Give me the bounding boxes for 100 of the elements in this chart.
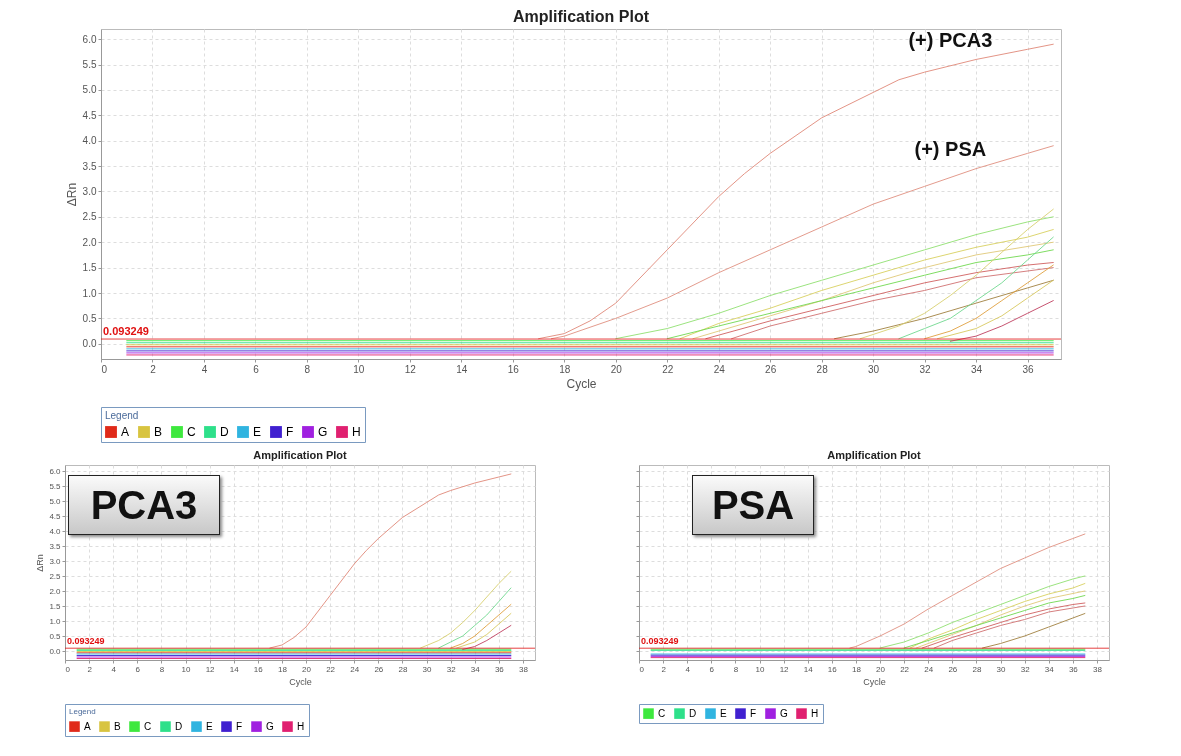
y-tick-label: 6.0 [82,33,97,45]
y-tick-label: 3.5 [49,541,62,551]
x-tick-label: 6 [709,664,715,674]
chart-title: Amplification Plot [253,449,348,461]
legend-label: A [84,720,91,732]
x-tick-label: 28 [972,664,982,674]
legend-title: Legend [69,707,96,716]
legend-label: F [750,707,757,719]
x-tick-label: 36 [494,664,505,674]
x-tick-label: 34 [470,664,481,674]
y-tick-label: 4.5 [82,109,97,121]
x-tick-label: 36 [1022,363,1035,375]
annotation: (+) PSA [914,138,987,161]
legend-label: E [253,425,262,439]
x-tick-label: 4 [111,664,117,674]
x-tick-label: 38 [519,664,529,674]
y-tick-label: 4.5 [49,511,62,521]
legend-label: E [206,720,213,732]
label-box: PSA [692,475,814,535]
chart-title: Amplification Plot [513,8,650,25]
legend-label: C [658,707,666,719]
x-tick-label: 22 [662,363,674,375]
legend-label: H [352,425,361,439]
legend-label: F [286,425,294,439]
x-tick-label: 22 [900,664,910,674]
x-tick-label: 6 [253,363,260,375]
x-axis-title: Cycle [289,676,312,687]
legend-title: Legend [105,410,139,421]
y-tick-label: 2.5 [49,571,62,581]
x-tick-label: 20 [876,664,886,674]
annotation: (+) PCA3 [908,29,993,52]
x-tick-label: 22 [326,664,336,674]
x-tick-label: 14 [456,363,468,375]
y-tick-label: 0.5 [82,312,97,324]
x-tick-label: 8 [304,363,311,375]
y-tick-label: 1.0 [82,287,97,299]
y-tick-label: 3.0 [49,556,62,566]
legend-label: D [175,720,183,732]
label-box: PCA3 [68,475,220,535]
legend-label: C [144,720,152,732]
ref-line-label: 0.093249 [67,636,105,647]
x-tick-label: 0 [101,363,108,375]
x-axis-title: Cycle [566,376,597,391]
y-tick-label: 1.5 [49,601,62,611]
legend-label: H [297,720,305,732]
y-tick-label: 0.5 [49,631,62,641]
y-tick-label: 5.0 [82,84,97,96]
x-tick-label: 18 [559,363,571,375]
x-tick-label: 38 [1093,664,1103,674]
x-tick-label: 8 [733,664,739,674]
x-tick-label: 32 [919,363,932,375]
x-tick-label: 16 [827,664,838,674]
x-tick-label: 36 [1068,664,1079,674]
legend-label: B [154,425,163,439]
legend-label: F [236,720,243,732]
x-tick-label: 12 [404,363,417,375]
y-tick-label: 3.5 [82,160,97,172]
x-tick-label: 26 [948,664,958,674]
y-tick-label: 5.5 [49,481,62,491]
y-tick-label: 2.0 [82,236,97,248]
legend-label: A [121,425,130,439]
x-tick-label: 20 [610,363,623,375]
x-tick-label: 2 [661,664,667,674]
x-tick-label: 20 [302,664,312,674]
x-tick-label: 34 [1044,664,1055,674]
y-tick-label: 2.5 [82,211,97,223]
legend-label: B [114,720,121,732]
y-axis-title: ΔRn [64,182,79,207]
y-tick-label: 4.0 [49,526,62,536]
x-tick-label: 32 [446,664,457,674]
chart-title: Amplification Plot [827,449,922,461]
x-tick-label: 18 [277,664,288,674]
legend-label: G [266,720,274,732]
x-tick-label: 24 [713,363,726,375]
y-tick-label: 3.0 [82,185,97,197]
legend-label: D [689,707,697,719]
y-tick-label: 6.0 [49,466,62,476]
y-tick-label: 1.0 [49,616,62,626]
x-tick-label: 12 [779,664,790,674]
x-axis-title: Cycle [863,676,886,687]
y-tick-label: 4.0 [82,135,97,147]
x-tick-label: 18 [851,664,862,674]
legend-label: G [780,707,788,719]
legend-label: E [720,707,727,719]
x-tick-label: 2 [87,664,93,674]
x-tick-label: 0 [639,664,645,674]
legend-label: C [187,425,196,439]
ref-line-label: 0.093249 [103,325,149,338]
y-tick-label: 1.5 [82,262,97,274]
y-tick-label: 2.0 [49,586,62,596]
x-tick-label: 30 [996,664,1007,674]
x-tick-label: 30 [868,363,880,375]
x-tick-label: 16 [507,363,520,375]
x-tick-label: 4 [685,664,691,674]
x-tick-label: 14 [803,664,814,674]
x-tick-label: 16 [253,664,264,674]
x-tick-label: 8 [159,664,165,674]
x-tick-label: 24 [350,664,360,674]
x-tick-label: 10 [755,664,766,674]
x-tick-label: 6 [135,664,141,674]
